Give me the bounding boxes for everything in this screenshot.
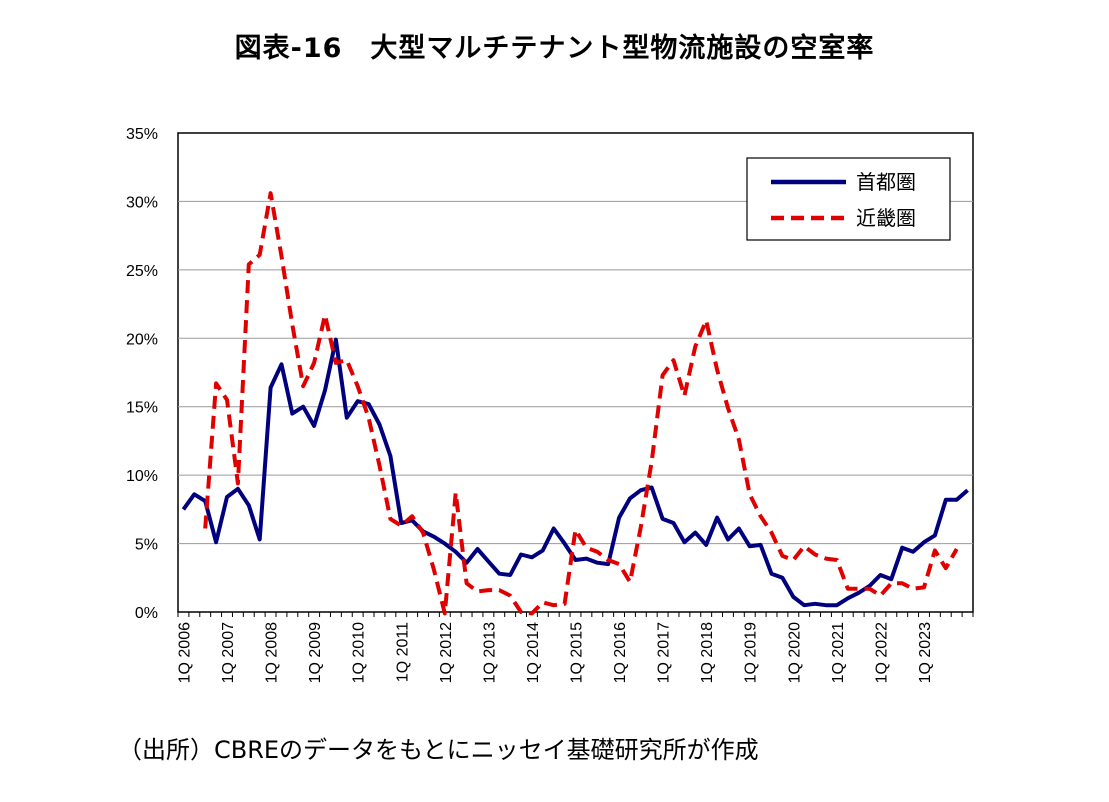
series-line-kinkiken bbox=[203, 191, 959, 616]
y-axis: 0% 5% 10% 15% 20% 25% 30% 35% bbox=[126, 126, 158, 622]
y-tick-label: 0% bbox=[135, 605, 158, 622]
y-tick-label: 10% bbox=[126, 468, 158, 485]
x-axis: 1Q 2006 1Q 2007 1Q 2008 1Q 2009 1Q 2010 1Q 20… bbox=[176, 612, 974, 683]
y-tick-label: 5% bbox=[135, 537, 158, 554]
x-tick-label: 1Q 2007 bbox=[220, 622, 237, 683]
x-tick-label: 1Q 2023 bbox=[917, 622, 934, 683]
x-tick-label: 1Q 2012 bbox=[438, 622, 455, 683]
x-tick-label: 1Q 2019 bbox=[743, 622, 760, 683]
y-tick-label: 15% bbox=[126, 400, 158, 417]
x-tick-label: 1Q 2014 bbox=[525, 622, 542, 683]
chart-title: 図表-16 大型マルチテナント型物流施設の空室率 bbox=[234, 33, 875, 64]
legend-box bbox=[746, 157, 951, 241]
series-group bbox=[181, 191, 969, 616]
series-line-shutoken bbox=[181, 337, 969, 608]
x-tick-label: 1Q 2013 bbox=[481, 622, 498, 683]
x-tick-label: 1Q 2008 bbox=[264, 622, 281, 683]
x-tick-label: 1Q 2011 bbox=[394, 622, 411, 682]
y-tick-label: 25% bbox=[126, 263, 158, 280]
x-tick-label: 1Q 2016 bbox=[612, 622, 629, 683]
x-tick-label: 1Q 2017 bbox=[656, 622, 673, 683]
legend-label: 首都圏 bbox=[856, 170, 916, 194]
x-tick-label: 1Q 2020 bbox=[786, 622, 803, 683]
x-tick-label: 1Q 2010 bbox=[351, 622, 368, 683]
x-tick-label: 1Q 2006 bbox=[176, 622, 193, 683]
source-note: （出所）CBREのデータをもとにニッセイ基礎研究所が作成 bbox=[118, 736, 759, 764]
y-tick-label: 30% bbox=[126, 194, 158, 211]
y-tick-label: 35% bbox=[126, 126, 158, 143]
x-tick-label: 1Q 2022 bbox=[873, 622, 890, 683]
y-tick-label: 20% bbox=[126, 331, 158, 348]
x-tick-label: 1Q 2021 bbox=[830, 622, 847, 683]
x-tick-label: 1Q 2018 bbox=[699, 622, 716, 683]
x-tick-label: 1Q 2009 bbox=[307, 622, 324, 683]
legend-label: 近畿圏 bbox=[856, 206, 916, 230]
x-tick-label: 1Q 2015 bbox=[569, 622, 586, 683]
